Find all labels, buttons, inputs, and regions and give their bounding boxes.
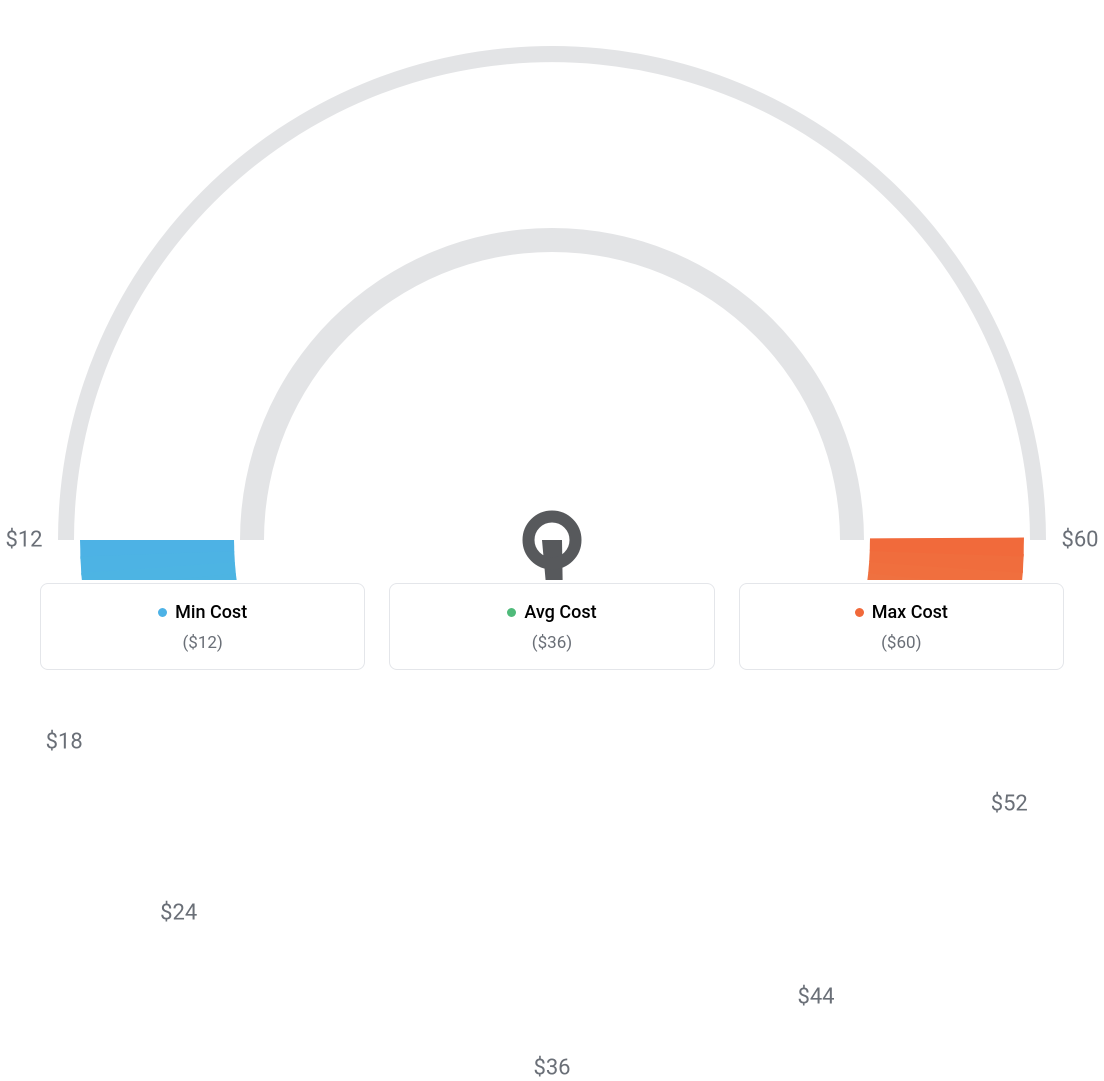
legend-card-min: Min Cost ($12) xyxy=(40,583,365,670)
legend-text-min: Min Cost xyxy=(175,602,247,623)
gauge-tick-label: $36 xyxy=(533,1056,570,1081)
gauge-rim xyxy=(58,46,1046,540)
legend-dot-min xyxy=(158,608,167,617)
legend-card-max: Max Cost ($60) xyxy=(739,583,1064,670)
legend-row: Min Cost ($12) Avg Cost ($36) Max Cost (… xyxy=(40,583,1064,670)
gauge-tick-label: $12 xyxy=(5,528,42,553)
gauge-tick-label: $24 xyxy=(160,901,197,926)
legend-text-avg: Avg Cost xyxy=(524,602,596,623)
legend-dot-avg xyxy=(507,608,516,617)
legend-card-avg: Avg Cost ($36) xyxy=(389,583,714,670)
gauge-tick-label: $44 xyxy=(797,985,834,1010)
legend-label-avg: Avg Cost xyxy=(507,602,596,623)
gauge-svg xyxy=(0,0,1104,580)
gauge-area: $12$18$24$36$44$52$60 xyxy=(0,0,1104,580)
legend-dot-max xyxy=(855,608,864,617)
gauge-inner-ring xyxy=(240,228,864,540)
legend-label-min: Min Cost xyxy=(158,602,247,623)
legend-value-max: ($60) xyxy=(752,633,1051,653)
legend-value-min: ($12) xyxy=(53,633,352,653)
legend-text-max: Max Cost xyxy=(872,602,948,623)
cost-gauge-chart: $12$18$24$36$44$52$60 Min Cost ($12) Avg… xyxy=(0,0,1104,690)
legend-label-max: Max Cost xyxy=(855,602,948,623)
gauge-tick-label: $52 xyxy=(991,792,1028,817)
gauge-tick-label: $18 xyxy=(46,730,83,755)
gauge-tick-label: $60 xyxy=(1061,528,1098,553)
legend-value-avg: ($36) xyxy=(402,633,701,653)
